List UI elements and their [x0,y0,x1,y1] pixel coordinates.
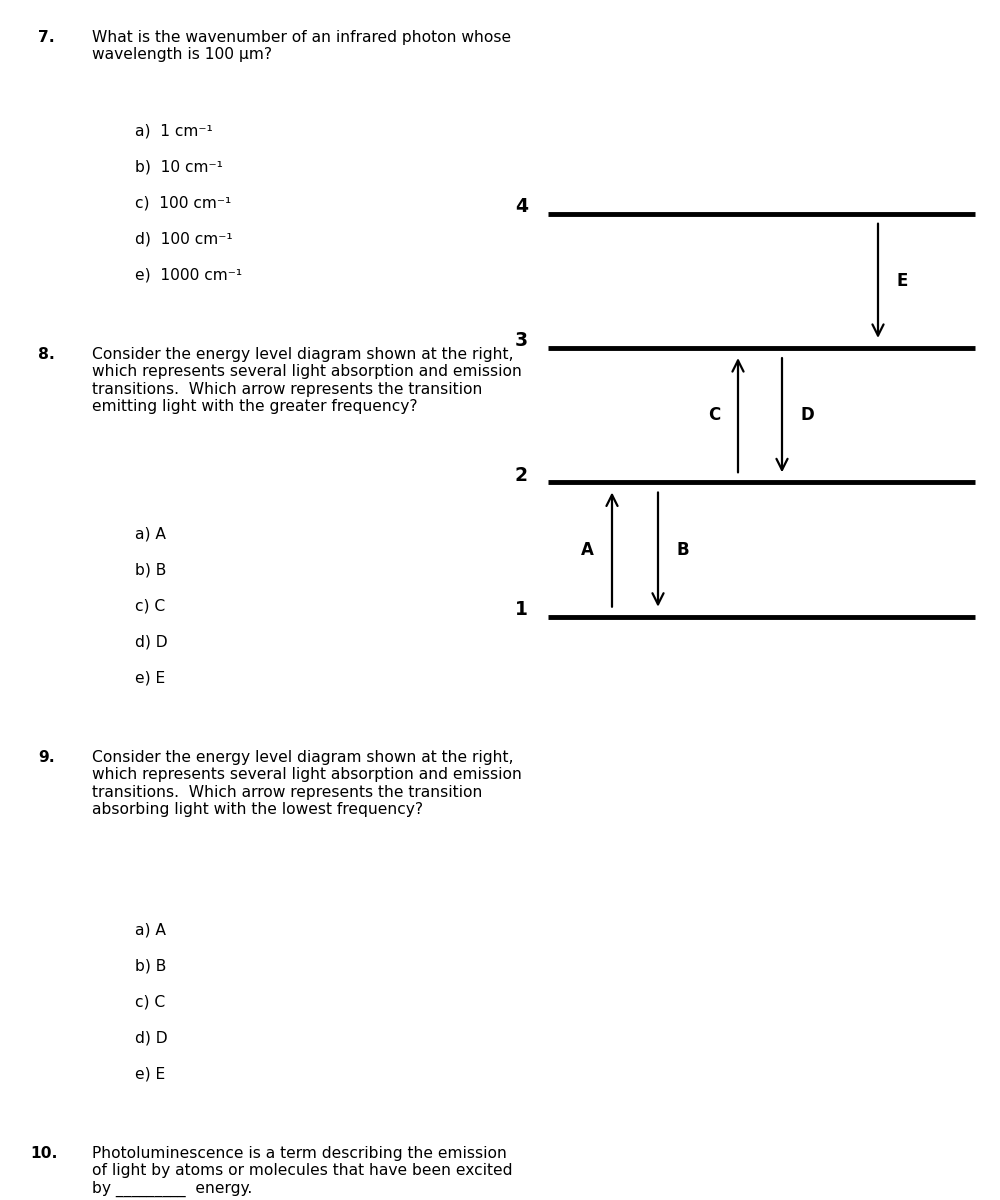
Text: a)  1 cm⁻¹: a) 1 cm⁻¹ [135,124,213,138]
Text: a) A: a) A [135,527,166,542]
Text: d)  100 cm⁻¹: d) 100 cm⁻¹ [135,232,233,246]
Text: 9.: 9. [38,750,55,766]
Text: E: E [896,271,907,289]
Text: e)  1000 cm⁻¹: e) 1000 cm⁻¹ [135,268,242,282]
Text: Consider the energy level diagram shown at the right,
which represents several l: Consider the energy level diagram shown … [92,750,522,817]
Text: C: C [708,406,720,425]
Text: B: B [676,540,689,558]
Text: 4: 4 [515,197,528,216]
Text: 7.: 7. [38,30,55,44]
Text: What is the wavenumber of an infrared photon whose
wavelength is 100 μm?: What is the wavenumber of an infrared ph… [92,30,511,62]
Text: D: D [800,406,814,425]
Text: c)  100 cm⁻¹: c) 100 cm⁻¹ [135,196,231,211]
Text: b) B: b) B [135,959,166,974]
Text: b) B: b) B [135,563,166,578]
Text: c) C: c) C [135,995,165,1010]
Text: a) A: a) A [135,923,166,938]
Text: Consider the energy level diagram shown at the right,
which represents several l: Consider the energy level diagram shown … [92,347,522,414]
Text: b)  10 cm⁻¹: b) 10 cm⁻¹ [135,160,223,174]
Text: c) C: c) C [135,599,165,614]
Text: A: A [581,540,594,558]
Text: e) E: e) E [135,1067,165,1082]
Text: Photoluminescence is a term describing the emission
of light by atoms or molecul: Photoluminescence is a term describing t… [92,1146,512,1198]
Text: 1: 1 [515,600,528,619]
Text: 8.: 8. [38,347,55,362]
Text: 2: 2 [515,466,528,485]
Text: e) E: e) E [135,671,165,686]
Text: 10.: 10. [30,1146,58,1162]
Text: 3: 3 [515,331,528,350]
Text: d) D: d) D [135,1031,168,1046]
Text: d) D: d) D [135,635,168,650]
